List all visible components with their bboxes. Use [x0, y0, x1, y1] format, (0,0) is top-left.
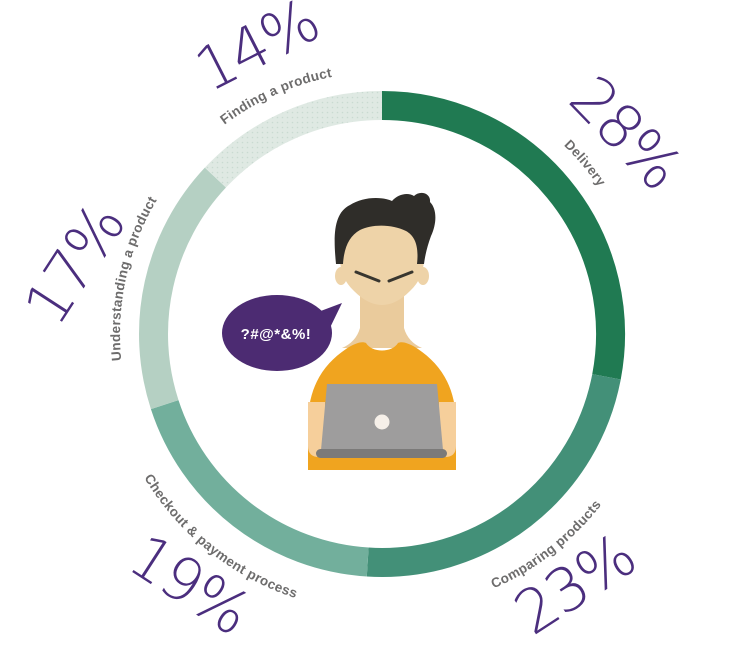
- person-illustration: [308, 192, 456, 470]
- ring-segment-comparing-products: [366, 374, 621, 577]
- laptop-base: [316, 449, 447, 458]
- face: [340, 208, 424, 305]
- right-eyebrow-icon: [387, 270, 414, 283]
- hair: [334, 192, 436, 264]
- speech-bubble-body: [222, 295, 332, 371]
- speech-bubble: ?#@*&%!: [222, 295, 342, 371]
- ring-segment-checkout-payment-process: [150, 399, 369, 577]
- left-eyebrow-icon: [354, 270, 381, 283]
- ring-segment-delivery: [381, 91, 625, 380]
- donut-ring: [139, 91, 625, 577]
- laptop-logo-dot: [374, 414, 390, 430]
- right-arm: [439, 402, 456, 457]
- left-arm: [308, 402, 325, 457]
- neck: [342, 282, 422, 348]
- ring-segment-understanding-a-product: [139, 167, 227, 410]
- ring-segment-finding-a-product: [204, 91, 383, 188]
- speech-bubble-text: ?#@*&%!: [241, 326, 312, 343]
